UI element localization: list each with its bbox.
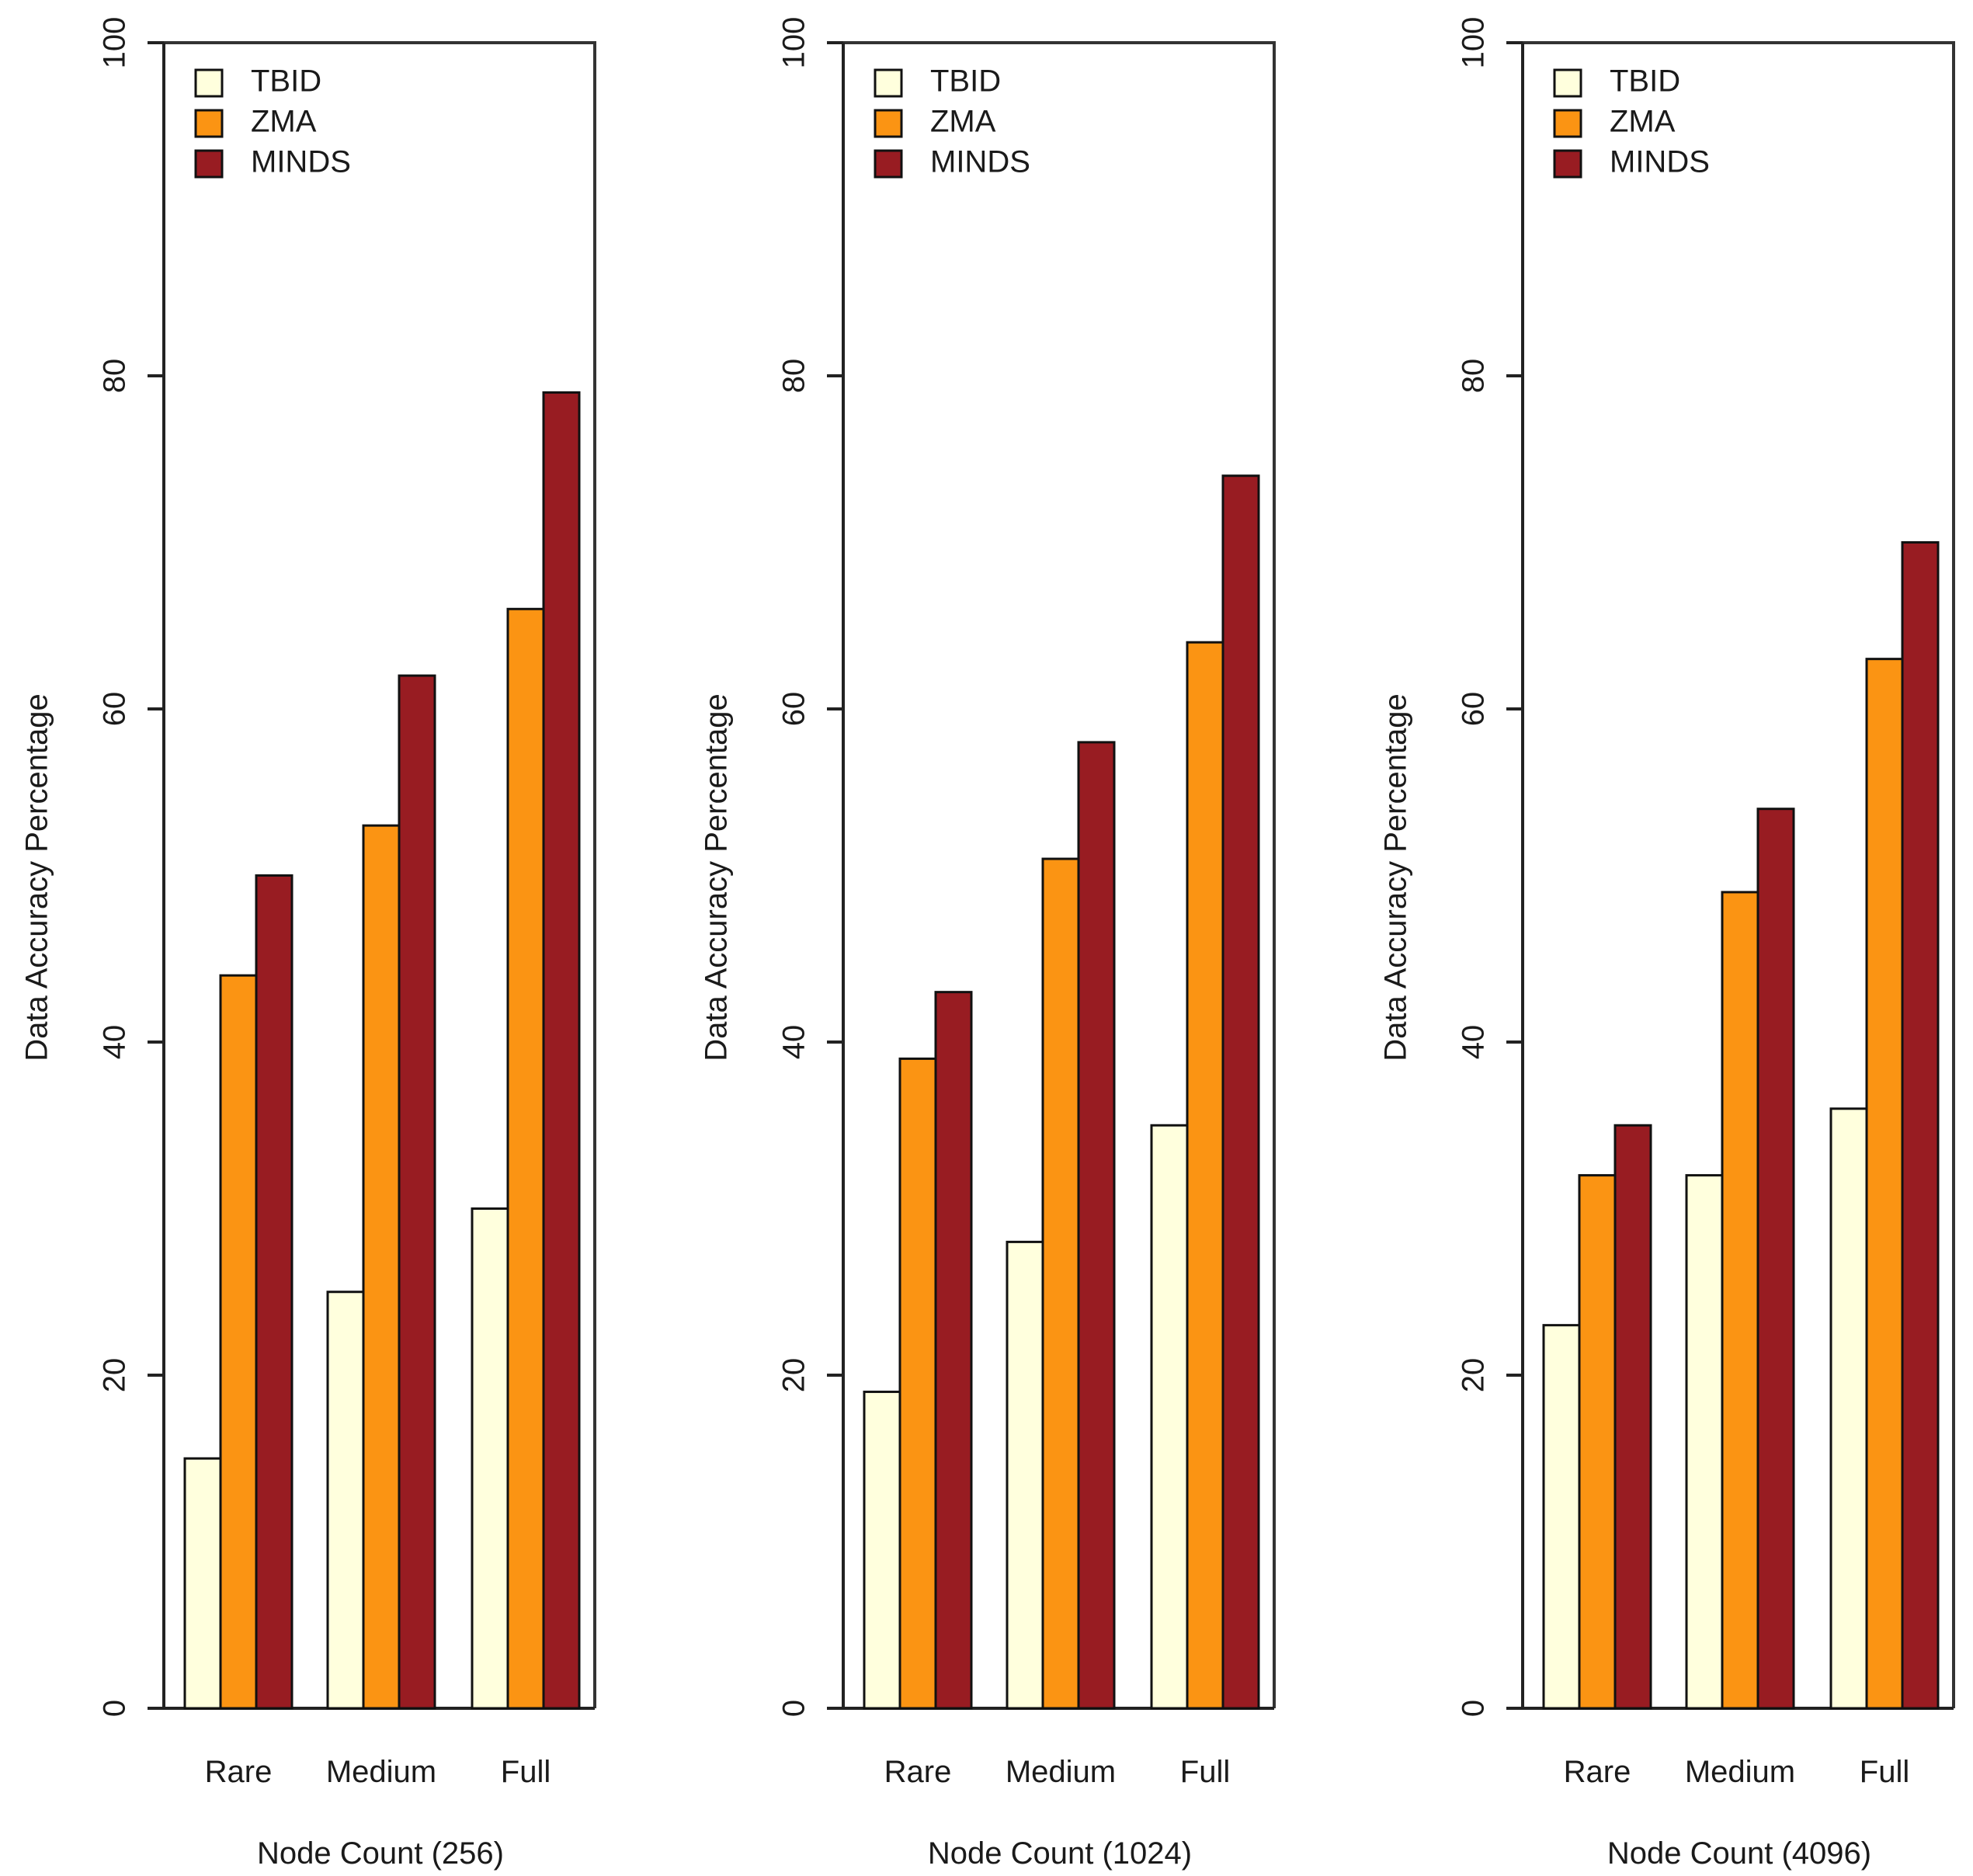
bar-minds-rare [934, 991, 973, 1710]
legend-label: ZMA [251, 105, 317, 139]
y-tick-label: 40 [777, 1025, 811, 1060]
y-tick-label: 80 [1457, 359, 1491, 394]
y-tick-label: 40 [98, 1025, 132, 1060]
bar-zma-medium [1721, 891, 1759, 1710]
legend-swatch-minds [1553, 149, 1582, 179]
legend-swatch-zma [1553, 109, 1582, 138]
legend-swatch-tbid [874, 68, 903, 98]
y-tick-label: 60 [777, 692, 811, 727]
y-axis-label: Data Accuracy Percentage [1379, 693, 1413, 1061]
y-tick-label: 100 [1457, 17, 1491, 69]
x-tick-label: Medium [1006, 1755, 1116, 1789]
legend: TBID ZMA MINDS [194, 64, 351, 179]
bar-zma-medium [1041, 857, 1080, 1710]
legend-swatch-tbid [194, 68, 224, 98]
legend-swatch-minds [194, 149, 224, 179]
chart-panel-1: 0 20 40 60 80 100 Data Accuracy Percentage Rare… [20, 17, 596, 1871]
bar-minds-rare [255, 874, 294, 1710]
y-axis-label: Data Accuracy Percentage [20, 693, 54, 1061]
y-tick-label: 20 [777, 1358, 811, 1393]
legend: TBID ZMA MINDS [874, 64, 1030, 179]
y-tick-label: 0 [777, 1700, 811, 1717]
bar-zma-rare [1578, 1174, 1617, 1710]
y-tick-label: 20 [1457, 1358, 1491, 1393]
bar-minds-medium [1077, 741, 1116, 1710]
y-tick-label: 0 [1457, 1700, 1491, 1717]
legend-label: MINDS [1610, 145, 1710, 179]
legend-label: MINDS [930, 145, 1030, 179]
plot-frame [164, 41, 596, 1708]
legend-swatch-minds [874, 149, 903, 179]
y-tick-label: 0 [98, 1700, 132, 1717]
bar-zma-full [506, 607, 545, 1710]
x-tick-label: Full [1180, 1755, 1230, 1789]
y-tick-label: 100 [777, 17, 811, 69]
bar-minds-full [542, 391, 581, 1710]
legend: TBID ZMA MINDS [1553, 64, 1710, 179]
y-tick-label: 100 [98, 17, 132, 69]
legend-label: TBID [1610, 64, 1680, 99]
chart-panel-2: 0 20 40 60 80 100 Data Accuracy Percentage Rare… [700, 17, 1276, 1871]
x-tick-label: Rare [884, 1755, 952, 1789]
y-tick-label: 60 [98, 692, 132, 727]
bar-minds-medium [1756, 808, 1795, 1710]
x-tick-label: Rare [1564, 1755, 1631, 1789]
plot-frame [1523, 41, 1955, 1708]
x-tick-label: Full [501, 1755, 551, 1789]
legend-label: MINDS [251, 145, 351, 179]
legend-swatch-tbid [1553, 68, 1582, 98]
bar-tbid-full [471, 1207, 509, 1710]
bar-minds-full [1221, 474, 1260, 1710]
legend-label: ZMA [930, 105, 996, 139]
y-tick-label: 80 [777, 359, 811, 394]
bar-minds-full [1901, 541, 1940, 1710]
bar-tbid-rare [863, 1390, 901, 1710]
bar-tbid-rare [183, 1457, 222, 1710]
x-tick-label: Medium [326, 1755, 436, 1789]
bar-tbid-medium [1006, 1240, 1044, 1710]
x-axis-label: Node Count (4096) [1607, 1836, 1871, 1871]
chart-panel-3: 0 20 40 60 80 100 Data Accuracy Percentage Rare… [1379, 17, 1955, 1871]
bar-zma-rare [898, 1057, 937, 1710]
bar-zma-full [1865, 658, 1904, 1710]
y-tick-label: 60 [1457, 692, 1491, 727]
y-tick-label: 40 [1457, 1025, 1491, 1060]
x-tick-label: Full [1860, 1755, 1909, 1789]
bar-minds-rare [1613, 1124, 1652, 1710]
x-axis-label: Node Count (256) [257, 1836, 504, 1871]
plot-frame [843, 41, 1276, 1708]
bar-tbid-rare [1542, 1324, 1581, 1710]
y-axis-label: Data Accuracy Percentage [700, 693, 734, 1061]
legend-label: TBID [930, 64, 1001, 99]
bar-tbid-full [1829, 1107, 1868, 1710]
y-tick-label: 20 [98, 1358, 132, 1393]
x-tick-label: Rare [205, 1755, 273, 1789]
bar-zma-rare [219, 974, 258, 1710]
legend-label: TBID [251, 64, 321, 99]
bar-minds-medium [398, 674, 436, 1710]
bar-tbid-medium [326, 1291, 365, 1710]
legend-swatch-zma [874, 109, 903, 138]
x-tick-label: Medium [1685, 1755, 1795, 1789]
bar-tbid-medium [1685, 1174, 1724, 1710]
x-axis-label: Node Count (1024) [928, 1836, 1192, 1871]
bar-tbid-full [1150, 1124, 1189, 1710]
bar-zma-medium [362, 824, 401, 1710]
bar-zma-full [1186, 641, 1224, 1710]
legend-label: ZMA [1610, 105, 1676, 139]
legend-swatch-zma [194, 109, 224, 138]
y-tick-label: 80 [98, 359, 132, 394]
